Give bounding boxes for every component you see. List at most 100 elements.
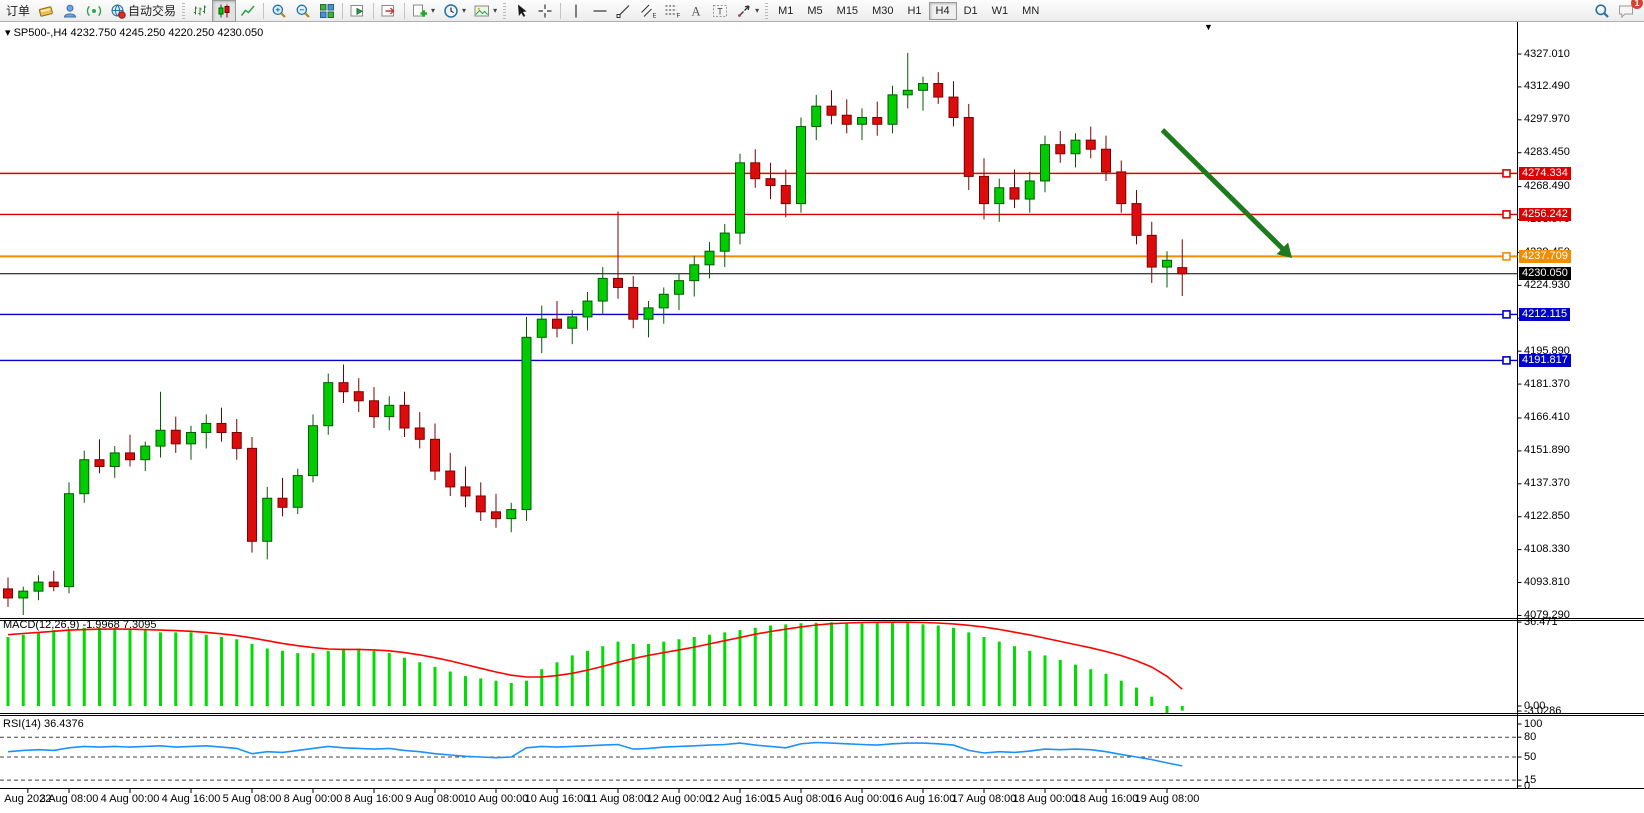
date-axis-label: 17 Aug 08:00: [951, 793, 1017, 805]
price-level-badge: 4256.242: [1519, 207, 1571, 221]
candle: [552, 318, 562, 329]
toolbar-arrows-button[interactable]: ▾: [732, 0, 763, 22]
candles-chart-icon: [216, 3, 232, 19]
candle: [521, 336, 532, 511]
toolbar-right: 1: [1590, 0, 1644, 22]
new-chart-icon: [412, 3, 428, 19]
toolbar-new-order-button[interactable]: [34, 0, 58, 22]
toolbar-chart-shift-button[interactable]: [377, 0, 401, 22]
toolbar-signals-button[interactable]: [82, 0, 106, 22]
chart-shift-icon: [381, 3, 397, 19]
timeframe-d1-button[interactable]: D1: [963, 4, 978, 17]
toolbar-bars-chart-button[interactable]: [188, 0, 212, 22]
candle: [1177, 267, 1188, 275]
price-level-badge: 4274.334: [1519, 166, 1571, 180]
toolbar-channel-button[interactable]: E: [636, 0, 660, 22]
candle: [872, 116, 883, 125]
date-axis-label: 9 Aug 08:00: [405, 793, 465, 805]
candle: [735, 162, 745, 234]
date-axis-label: 16 Aug 00:00: [829, 793, 895, 805]
toolbar-zoom-out-button[interactable]: [291, 0, 315, 22]
toolbar-crosshair-button[interactable]: [533, 0, 557, 22]
candle: [201, 422, 212, 434]
toolbar-text-button[interactable]: A: [684, 0, 708, 22]
templates-icon: [474, 3, 490, 19]
price-tick-label: 4268.490: [1524, 180, 1570, 193]
price-level-badge: 4230.050: [1519, 267, 1571, 281]
candle: [948, 96, 959, 118]
chevron-down-icon[interactable]: ▾: [755, 6, 760, 15]
toolbar: 订单 自动交易 ▾ ▾ ▾ E F A T ▾ M1 M5 M15 M30 H1 H4 D1 W1 MN 1: [0, 0, 1644, 22]
toolbar-templates-button[interactable]: ▾: [470, 0, 501, 22]
candle: [658, 293, 669, 309]
date-axis-label: 11 Aug 08:00: [585, 793, 651, 805]
candle: [796, 126, 806, 205]
timeframe-h4-button[interactable]: H4: [928, 1, 957, 20]
price-tick-label: 4224.930: [1524, 278, 1570, 291]
timeframe-m15-button[interactable]: M15: [836, 4, 859, 17]
candle: [308, 425, 318, 477]
date-axis-label: 16 Aug 16:00: [890, 793, 956, 805]
price-tick-label: 4151.890: [1524, 444, 1570, 457]
ohlc-close: 4230.050: [217, 27, 264, 39]
toolbar-cursor-button[interactable]: [509, 0, 533, 22]
toolbar-grip: [765, 2, 769, 19]
toolbar-search-button[interactable]: [1590, 0, 1614, 22]
svg-text:A: A: [692, 4, 701, 18]
timeframe-m5-button[interactable]: M5: [807, 4, 823, 17]
date-axis-label: 12 Aug 16:00: [707, 793, 773, 805]
candle: [79, 459, 90, 495]
channel-icon: E: [640, 3, 656, 19]
rsi-scale-label: 0: [1524, 779, 1531, 792]
toolbar-new-chart-button[interactable]: ▾: [408, 0, 439, 22]
toolbar-line-chart-button[interactable]: [236, 0, 260, 22]
toolbar-tile-windows-button[interactable]: [315, 0, 339, 22]
rsi-scale-label: 100: [1524, 717, 1543, 730]
ohlc-open: 4232.750: [70, 27, 117, 39]
candle: [719, 232, 730, 252]
candle: [1024, 180, 1035, 200]
toolbar-horizontal-line-button[interactable]: [588, 0, 612, 22]
toolbar-community-button[interactable]: [58, 0, 82, 22]
candle: [1085, 139, 1096, 150]
timeframe-w1-button[interactable]: W1: [991, 4, 1009, 17]
toolbar-vertical-line-button[interactable]: [564, 0, 588, 22]
candle: [369, 400, 379, 418]
text-label-icon: T: [712, 3, 728, 19]
toolbar-candles-chart-button[interactable]: [212, 0, 237, 22]
candle: [18, 590, 29, 599]
toolbar-autotrade-button[interactable]: 自动交易: [106, 0, 180, 22]
price-tick-label: 4181.370: [1524, 377, 1570, 390]
rsi-line: [7, 741, 1183, 767]
toolbar-trendline-button[interactable]: [612, 0, 636, 22]
macd-indicator-label: MACD(12,26,9) -1.9968 7.3095: [3, 619, 157, 631]
toolbar-orders-button[interactable]: 订单: [2, 0, 34, 22]
price-tick-label: 4312.490: [1524, 80, 1570, 93]
line-chart-icon: [240, 3, 256, 19]
horizontal-line-icon: [592, 3, 608, 19]
timeframe-m30-button[interactable]: M30: [872, 4, 894, 17]
chevron-down-icon[interactable]: ▾: [493, 6, 498, 15]
candle: [628, 286, 639, 320]
fibonacci-icon: F: [664, 3, 680, 19]
toolbar-fibonacci-button[interactable]: F: [660, 0, 684, 22]
toolbar-text-label-button[interactable]: T: [708, 0, 732, 22]
toolbar-period-button[interactable]: ▾: [439, 0, 470, 22]
candle: [64, 493, 74, 588]
timeframe-m1-button[interactable]: M1: [778, 4, 794, 17]
candle: [186, 432, 196, 445]
timeframe-mn-button[interactable]: MN: [1022, 4, 1040, 17]
chevron-down-icon[interactable]: ▾: [462, 6, 467, 15]
chart-shift-marker-icon[interactable]: ▼: [1204, 22, 1213, 32]
period-icon: [443, 3, 459, 19]
chevron-down-icon[interactable]: ▾: [431, 6, 436, 15]
candle: [994, 187, 1005, 205]
toolbar-zoom-in-button[interactable]: [267, 0, 291, 22]
timeframe-h1-button[interactable]: H1: [907, 4, 922, 17]
candle: [33, 581, 44, 592]
toolbar-auto-scroll-button[interactable]: [346, 0, 370, 22]
toolbar-chat-button[interactable]: 1: [1614, 0, 1643, 22]
svg-text:T: T: [717, 6, 723, 16]
candle: [933, 82, 944, 98]
